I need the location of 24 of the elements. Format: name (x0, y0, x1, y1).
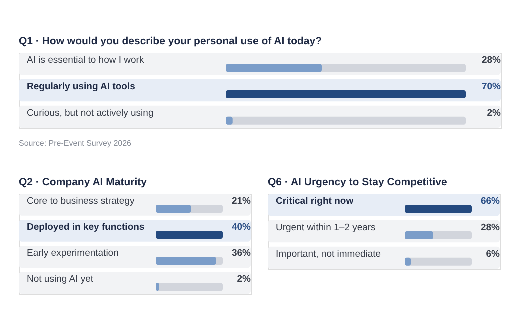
y-tick-label: Critical right now (276, 196, 354, 208)
data-label: 28% (482, 55, 502, 66)
data-label: 21% (232, 196, 252, 207)
source-note: Source: Pre-Event Survey 2026 (19, 139, 132, 148)
data-label: 28% (480, 222, 501, 234)
data-label: 36% (232, 248, 252, 260)
chart-title: Q1 · How would you describe your personal use of AI today? (19, 36, 322, 48)
y-tick-label: Not using AI yet (27, 274, 94, 286)
chart-title: Q2 · Company AI Maturity (19, 176, 148, 188)
y-tick-label: Deployed in key functions (27, 222, 145, 233)
chart-title: Q6 · AI Urgency to Stay Competitive (268, 176, 448, 188)
y-tick-label: Regularly using AI tools (27, 82, 136, 92)
y-tick-label: Core to business strategy (27, 196, 135, 207)
y-tick-label: Important, not immediate (276, 248, 382, 260)
data-label: 2% (487, 108, 502, 119)
data-label: 6% (486, 248, 501, 260)
data-label: 66% (480, 196, 501, 208)
data-label: 2% (237, 274, 252, 286)
data-label: 70% (482, 82, 502, 92)
y-tick-label: Urgent within 1–2 years (276, 222, 376, 234)
y-tick-label: Early experimentation (27, 248, 119, 260)
y-tick-label: Curious, but not actively using (27, 108, 154, 119)
y-tick-label: AI is essential to how I work (27, 55, 144, 66)
data-label: 40% (232, 222, 252, 233)
